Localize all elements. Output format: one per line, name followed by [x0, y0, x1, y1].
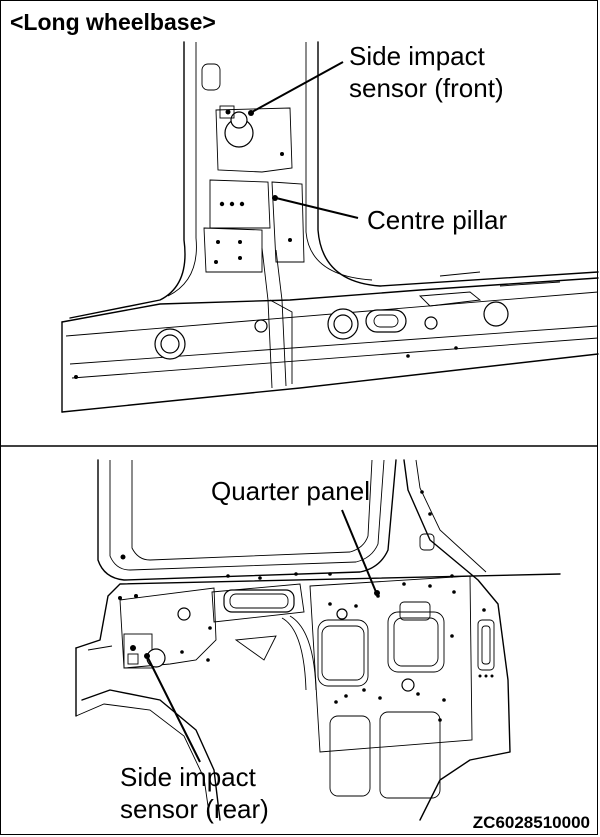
leader-side-impact-rear — [147, 657, 201, 763]
centre-pillar-drawing — [61, 41, 599, 413]
callout-side-impact-rear-line2: sensor (rear) — [120, 794, 269, 824]
callout-side-impact-rear-line1: Side impact — [120, 762, 257, 792]
leader-centre-pillar — [275, 197, 359, 219]
diagram-title: <Long wheelbase> — [10, 9, 216, 35]
leader-quarter-panel — [341, 509, 377, 593]
leader-side-impact-front — [251, 61, 344, 113]
callout-centre-pillar: Centre pillar — [367, 205, 508, 235]
figure-code: ZC6028510000 — [473, 813, 590, 832]
callout-quarter-panel: Quarter panel — [211, 476, 370, 506]
callout-side-impact-front-line2: sensor (front) — [349, 73, 504, 103]
quarter-panel-drawing — [75, 459, 561, 821]
callout-side-impact-front-line1: Side impact — [349, 41, 486, 71]
